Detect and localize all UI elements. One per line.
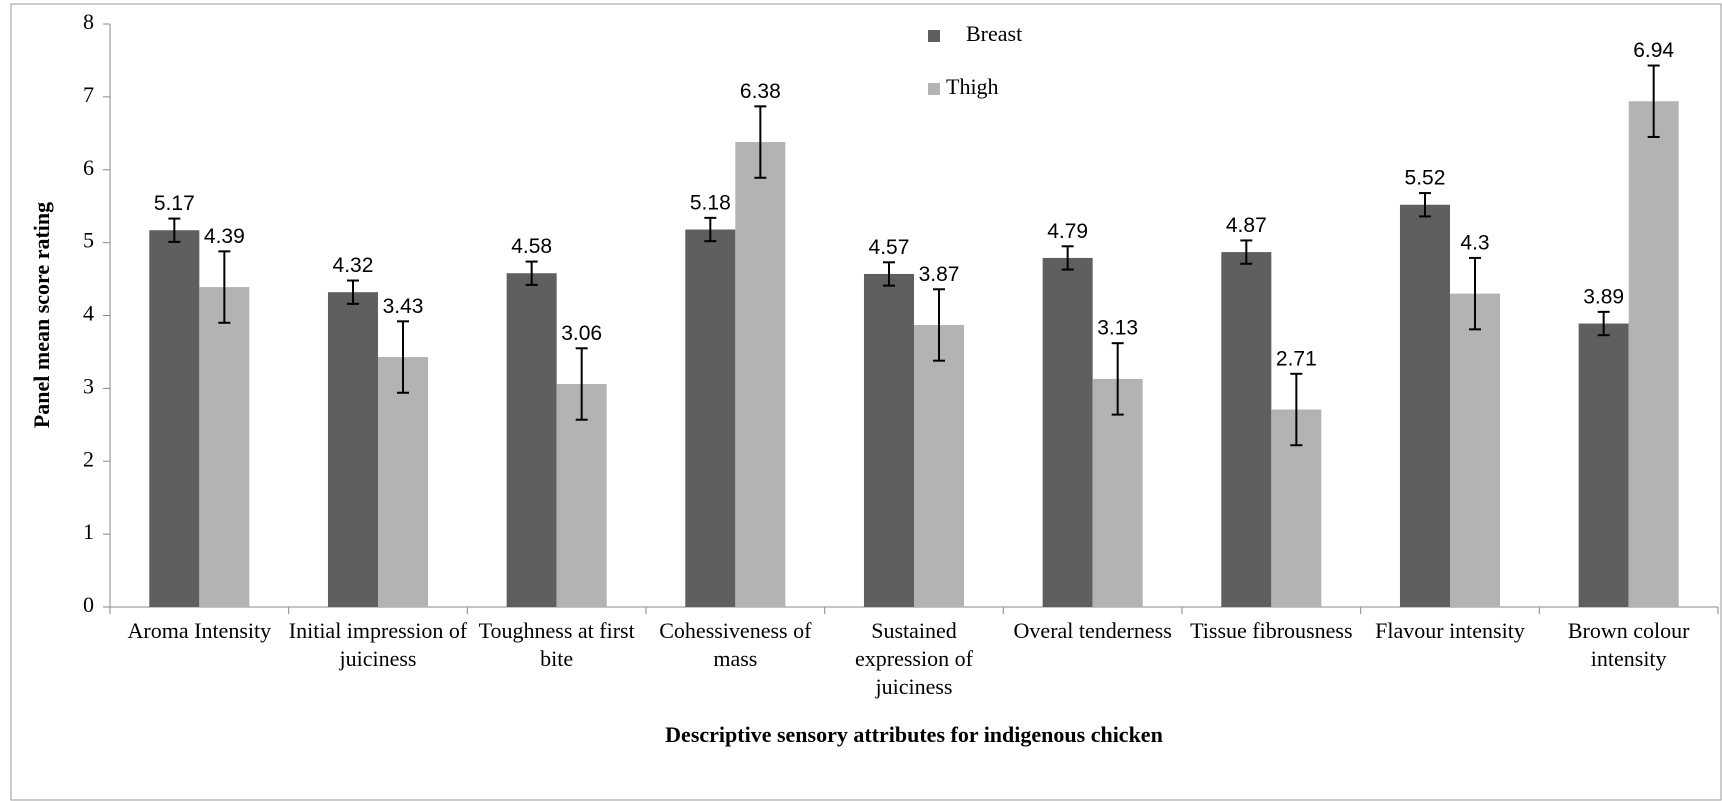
bar — [556, 384, 607, 607]
y-tick-label: 4 — [83, 301, 94, 326]
error-bar — [1597, 310, 1610, 337]
data-label: 4.79 — [1047, 220, 1088, 243]
y-tick-label: 0 — [83, 592, 94, 617]
error-bar — [575, 347, 588, 421]
x-tick-label-box: Tissue fibrousness — [1190, 618, 1353, 643]
error-bar — [704, 216, 717, 243]
bar — [1092, 378, 1143, 607]
y-tick-label: 1 — [83, 519, 94, 544]
error-bar — [168, 217, 181, 243]
data-label: 3.06 — [561, 322, 602, 345]
data-label: 3.13 — [1097, 317, 1138, 340]
x-tick-label-box: Toughness at first bite — [478, 618, 635, 671]
bar — [863, 273, 914, 607]
y-axis-title: Panel mean score rating — [29, 202, 54, 428]
x-tick-label: Toughness at first bite — [478, 618, 635, 671]
x-tick-label: Aroma Intensity — [127, 618, 272, 643]
x-tick-label-box: Sustained expression of juiciness — [855, 618, 973, 699]
data-label: 4.87 — [1226, 214, 1267, 237]
x-tick-label: Brown colour intensity — [1567, 618, 1690, 671]
error-bar — [218, 250, 231, 324]
chart-frame — [10, 3, 1722, 801]
error-bar — [525, 260, 538, 286]
error-bar — [1061, 245, 1074, 271]
x-tick-label-box: Aroma Intensity — [127, 618, 272, 643]
error-bar — [1469, 256, 1482, 331]
y-tick-label: 6 — [83, 155, 94, 180]
bar — [149, 230, 200, 607]
error-bar — [1290, 372, 1303, 447]
bar — [327, 292, 378, 607]
x-tick-label-box: Brown colour intensity — [1567, 618, 1690, 671]
error-bar — [1647, 64, 1660, 138]
legend-swatch — [928, 83, 940, 95]
x-tick-label: Initial impression of juiciness — [288, 618, 468, 671]
bar — [199, 287, 250, 607]
bar — [914, 324, 965, 607]
data-label: 4.39 — [204, 225, 245, 248]
bar — [1578, 323, 1629, 607]
bar — [685, 229, 736, 607]
y-tick-label: 2 — [83, 446, 94, 471]
error-bar — [1240, 239, 1253, 265]
data-label: 3.87 — [919, 263, 960, 286]
bar — [1221, 252, 1272, 607]
x-tick-label: Tissue fibrousness — [1190, 618, 1353, 643]
y-tick-label: 8 — [83, 9, 94, 34]
data-label: 2.71 — [1276, 347, 1317, 370]
bar — [1399, 204, 1450, 608]
data-label: 4.32 — [333, 254, 374, 277]
data-label: 4.3 — [1460, 231, 1489, 254]
data-label: 5.52 — [1405, 167, 1446, 190]
y-tick-label: 5 — [83, 228, 94, 253]
x-tick-label-box: Initial impression of juiciness — [288, 618, 468, 671]
legend-swatch — [928, 30, 940, 42]
data-label: 3.43 — [383, 295, 424, 318]
x-tick-label: Flavour intensity — [1375, 618, 1525, 643]
data-label: 6.94 — [1633, 39, 1674, 62]
bar — [735, 142, 786, 607]
y-tick-label: 7 — [83, 82, 94, 107]
error-bar — [397, 320, 410, 394]
x-tick-label-box: Flavour intensity — [1375, 618, 1525, 643]
x-axis-title: Descriptive sensory attributes for indig… — [665, 722, 1163, 747]
x-tick-label: Cohessiveness of mass — [659, 618, 812, 671]
x-tick-label-box: Cohessiveness of mass — [659, 618, 812, 671]
data-label: 4.57 — [869, 236, 910, 259]
error-bar — [882, 261, 895, 287]
bar — [506, 273, 557, 607]
x-tick-label: Overal tenderness — [1013, 618, 1172, 643]
error-bar — [346, 279, 359, 305]
y-tick-label: 3 — [83, 373, 94, 398]
x-tick-label: Sustained expression of juiciness — [855, 618, 973, 699]
data-label: 5.17 — [154, 192, 195, 215]
error-bar — [1418, 192, 1431, 218]
x-tick-label-box: Overal tenderness — [1013, 618, 1172, 643]
bar — [1042, 257, 1093, 607]
legend-label: Thigh — [946, 74, 999, 99]
error-bar — [754, 105, 767, 179]
data-label: 3.89 — [1583, 285, 1624, 308]
bar — [1450, 293, 1501, 607]
error-bar — [1111, 342, 1124, 416]
data-label: 6.38 — [740, 80, 781, 103]
data-label: 5.18 — [690, 191, 731, 214]
bar — [1628, 101, 1679, 607]
bar — [378, 357, 429, 607]
data-label: 4.58 — [511, 235, 552, 258]
error-bar — [933, 288, 946, 362]
legend-label: Breast — [966, 21, 1022, 46]
